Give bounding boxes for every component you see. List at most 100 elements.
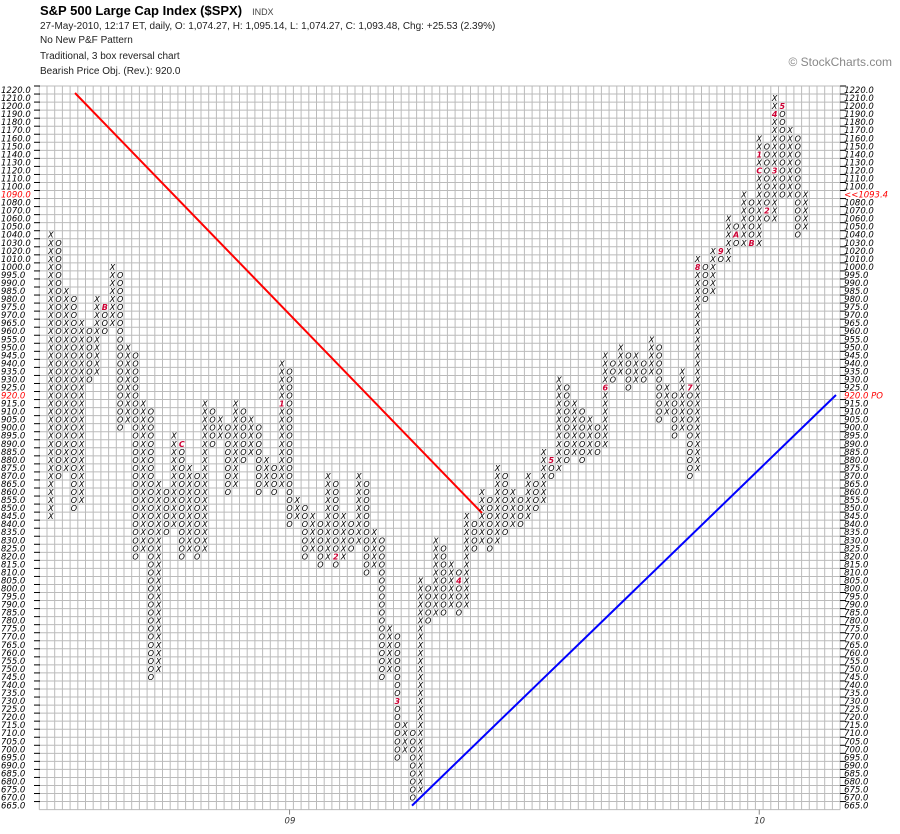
x-box: X: [201, 512, 208, 521]
x-box: X: [694, 400, 701, 409]
o-box: O: [656, 343, 662, 352]
x-box: X: [47, 488, 54, 497]
o-box: O: [117, 400, 123, 409]
y-tick-label-right: 725.0: [844, 705, 868, 715]
x-box: X: [494, 496, 501, 505]
o-box: O: [148, 424, 154, 433]
o-box: O: [132, 440, 138, 449]
o-box: O: [502, 472, 508, 481]
y-tick-label-left: 1100.0: [1, 183, 31, 193]
y-tick-label-left: 900.0: [1, 424, 25, 434]
y-tick-label-left: 860.0: [1, 488, 25, 498]
x-box: X: [109, 295, 116, 304]
o-box: O: [410, 794, 416, 803]
y-tick-label-left: 805.0: [1, 576, 25, 586]
x-box: X: [756, 134, 763, 143]
o-box: O: [225, 472, 231, 481]
o-box: O: [148, 480, 154, 489]
o-box: O: [610, 367, 616, 376]
o-box: O: [148, 504, 154, 513]
o-box: O: [148, 633, 154, 642]
o-box: O: [132, 528, 138, 537]
o-box: O: [225, 448, 231, 457]
x-box: X: [340, 552, 347, 561]
y-tick-label-right: 1130.0: [844, 158, 874, 168]
o-box: O: [55, 295, 61, 304]
o-box: O: [71, 408, 77, 417]
o-box: O: [148, 552, 154, 561]
x-box: X: [155, 536, 162, 545]
o-box: O: [440, 601, 446, 610]
o-box: O: [256, 432, 262, 441]
y-tick-label-left: 940.0: [1, 359, 25, 369]
o-box: O: [286, 480, 292, 489]
o-box: O: [117, 392, 123, 401]
y-tick-label-left: 830.0: [1, 536, 25, 546]
x-box: X: [417, 585, 424, 594]
o-box: O: [256, 424, 262, 433]
o-box: O: [656, 367, 662, 376]
o-box: O: [55, 432, 61, 441]
x-box: X: [679, 416, 686, 425]
x-box: X: [771, 102, 778, 111]
x-box: X: [47, 271, 54, 280]
o-box: O: [333, 504, 339, 513]
o-box: O: [240, 440, 246, 449]
o-box: O: [779, 118, 785, 127]
x-box: X: [417, 665, 424, 674]
x-box: X: [417, 753, 424, 762]
o-box: O: [795, 142, 801, 151]
x-box: X: [140, 544, 147, 553]
o-box: O: [363, 544, 369, 553]
x-box: X: [47, 255, 54, 264]
x-box: X: [448, 568, 455, 577]
o-box: O: [317, 528, 323, 537]
y-tick-label-left: 880.0: [1, 456, 25, 466]
x-box: X: [771, 126, 778, 135]
x-box: X: [78, 480, 85, 489]
x-box: X: [786, 191, 793, 200]
x-box: X: [771, 142, 778, 151]
o-box: O: [240, 408, 246, 417]
o-box: O: [132, 392, 138, 401]
x-box: X: [694, 255, 701, 264]
x-box: X: [432, 609, 439, 618]
x-box: X: [786, 142, 793, 151]
o-box: O: [379, 649, 385, 658]
x-box: X: [540, 456, 547, 465]
x-box: X: [186, 536, 193, 545]
x-box: X: [355, 480, 362, 489]
x-box: X: [155, 520, 162, 529]
o-box: O: [55, 279, 61, 288]
o-box: O: [163, 496, 169, 505]
o-box: O: [487, 544, 493, 553]
x-box: X: [278, 375, 285, 384]
x-box: X: [740, 239, 747, 248]
y-tick-label-left: 740.0: [1, 681, 25, 691]
x-box: X: [63, 400, 70, 409]
o-box: O: [379, 536, 385, 545]
o-box: O: [148, 617, 154, 626]
o-box: O: [440, 568, 446, 577]
x-box: X: [47, 303, 54, 312]
x-box: X: [525, 488, 532, 497]
o-box: O: [733, 223, 739, 232]
x-box: X: [679, 375, 686, 384]
x-box: X: [802, 207, 809, 216]
chart-type: Traditional, 3 box reversal chart: [40, 51, 180, 62]
x-box: X: [78, 440, 85, 449]
x-box: X: [78, 359, 85, 368]
x-box: X: [786, 174, 793, 183]
x-box: X: [201, 520, 208, 529]
x-box: X: [309, 528, 316, 537]
x-box: X: [140, 480, 147, 489]
x-box: X: [324, 488, 331, 497]
y-tick-label-left: 720.0: [1, 713, 25, 723]
x-box: X: [602, 392, 609, 401]
x-box: X: [725, 255, 732, 264]
o-box: O: [148, 512, 154, 521]
x-box: X: [756, 239, 763, 248]
x-box: X: [463, 593, 470, 602]
o-box: O: [764, 183, 770, 192]
o-box: O: [55, 440, 61, 449]
